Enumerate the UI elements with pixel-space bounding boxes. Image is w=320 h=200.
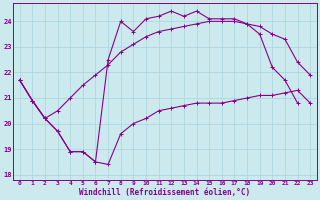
X-axis label: Windchill (Refroidissement éolien,°C): Windchill (Refroidissement éolien,°C) — [79, 188, 251, 197]
